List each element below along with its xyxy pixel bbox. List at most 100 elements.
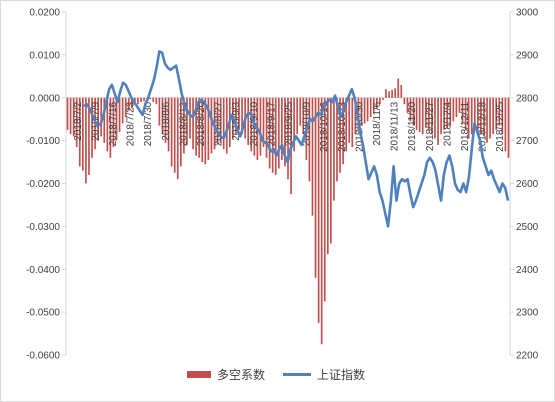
bar-mark bbox=[403, 97, 406, 105]
x-tick-label: 2018/12/25 bbox=[495, 101, 506, 151]
bar-mark bbox=[259, 97, 262, 156]
x-tick-label: 2018/10/23 bbox=[337, 101, 348, 151]
bar-mark bbox=[192, 97, 194, 150]
bar-mark bbox=[121, 97, 124, 124]
bar-mark bbox=[424, 97, 427, 128]
bar-mark bbox=[176, 97, 179, 180]
bar-mark bbox=[173, 97, 176, 173]
bar-mark bbox=[235, 97, 237, 135]
x-tick-label: 2018/7/16 bbox=[108, 101, 119, 146]
x-tick-label: 2018/10/16 bbox=[319, 101, 330, 151]
bar-mark bbox=[78, 97, 81, 167]
bar-mark bbox=[418, 97, 421, 133]
bar-mark bbox=[489, 97, 491, 139]
bar-mark bbox=[115, 97, 118, 141]
bar-mark bbox=[277, 97, 280, 169]
legend-bar-label: 多空系数 bbox=[217, 368, 266, 382]
bar-mark bbox=[253, 97, 256, 156]
bar-mark bbox=[477, 97, 479, 130]
bar-mark bbox=[241, 97, 243, 135]
bar-mark bbox=[333, 97, 335, 201]
bar-mark bbox=[388, 91, 390, 98]
bar-mark bbox=[421, 97, 424, 135]
bar-mark bbox=[127, 97, 130, 111]
bar-mark bbox=[302, 97, 305, 135]
x-tick-label: 2018/8/6 bbox=[161, 101, 172, 140]
x-tick-label: 2018/7/23 bbox=[126, 101, 137, 146]
bar-mark bbox=[486, 97, 488, 143]
bar-mark bbox=[394, 88, 397, 98]
bar-mark bbox=[415, 97, 418, 130]
bar-mark bbox=[354, 97, 357, 135]
legend-line-swatch bbox=[283, 373, 311, 376]
bar-mark bbox=[161, 97, 164, 135]
bar-mark bbox=[118, 97, 121, 133]
left-tick-label: -0.0300 bbox=[26, 222, 60, 233]
bar-mark bbox=[268, 97, 271, 169]
bar-mark bbox=[271, 97, 274, 173]
bar-mark bbox=[143, 97, 145, 102]
bar-mark bbox=[473, 97, 476, 126]
left-tick-label: -0.0100 bbox=[26, 136, 60, 147]
bar-mark bbox=[250, 97, 253, 152]
bar-mark bbox=[470, 97, 473, 135]
bar-mark bbox=[452, 97, 455, 122]
bar-mark bbox=[409, 97, 412, 122]
right-tick-label: 2700 bbox=[516, 136, 539, 147]
left-tick-label: 0.0100 bbox=[29, 50, 60, 61]
bar-mark bbox=[219, 97, 222, 143]
x-tick-label: 2018/11/20 bbox=[407, 101, 418, 151]
right-tick-label: 2400 bbox=[516, 265, 539, 276]
x-tick-label: 2018/11/27 bbox=[425, 101, 436, 151]
bar-mark bbox=[100, 97, 103, 137]
bar-mark bbox=[464, 97, 467, 130]
bar-mark bbox=[330, 97, 332, 244]
left-tick-label: 0.0000 bbox=[29, 93, 60, 104]
legend-line-label: 上证指数 bbox=[317, 368, 366, 382]
bar-mark bbox=[170, 97, 173, 167]
bar-mark bbox=[317, 97, 320, 323]
bar-mark bbox=[437, 97, 439, 145]
bar-mark bbox=[85, 97, 87, 184]
left-tick-label: 0.0200 bbox=[29, 8, 60, 19]
bar-mark bbox=[428, 97, 430, 130]
bar-mark bbox=[210, 97, 213, 154]
bar-mark bbox=[149, 97, 152, 100]
bar-mark bbox=[238, 97, 240, 130]
x-tick-label: 2018/9/17 bbox=[266, 101, 277, 146]
bar-mark bbox=[69, 97, 72, 135]
x-tick-label: 2018/8/20 bbox=[196, 101, 207, 146]
x-tick-label: 2018/11/13 bbox=[390, 101, 401, 151]
bar-mark bbox=[284, 97, 286, 167]
bar-mark bbox=[458, 97, 461, 113]
bar-mark bbox=[501, 97, 504, 135]
bar-mark bbox=[247, 97, 250, 145]
bar-mark bbox=[507, 97, 510, 158]
x-tick-label: 2018/12/11 bbox=[460, 101, 471, 151]
bar-mark bbox=[400, 84, 403, 98]
x-tick-label: 2018/9/3 bbox=[231, 101, 242, 140]
legend: 多空系数 上证指数 bbox=[0, 366, 555, 386]
bar-mark bbox=[342, 97, 344, 165]
bar-mark bbox=[103, 97, 106, 143]
bar-mark bbox=[124, 97, 127, 118]
right-tick-label: 2300 bbox=[516, 308, 539, 319]
bar-mark bbox=[66, 97, 69, 130]
bar-mark bbox=[391, 90, 393, 98]
bar-mark bbox=[345, 97, 348, 152]
bar-mark bbox=[91, 97, 93, 158]
bar-mark bbox=[375, 97, 378, 109]
bar-mark bbox=[314, 97, 317, 278]
bar-mark bbox=[336, 97, 338, 182]
bar-mark bbox=[189, 97, 191, 139]
bar-mark bbox=[351, 97, 354, 148]
bar-mark bbox=[158, 97, 161, 126]
bar-mark bbox=[440, 97, 442, 135]
bar-mark bbox=[152, 97, 155, 103]
bar-mark bbox=[467, 97, 470, 139]
bar-mark bbox=[155, 97, 158, 105]
bar-mark bbox=[382, 97, 384, 100]
bar-mark bbox=[461, 97, 464, 124]
